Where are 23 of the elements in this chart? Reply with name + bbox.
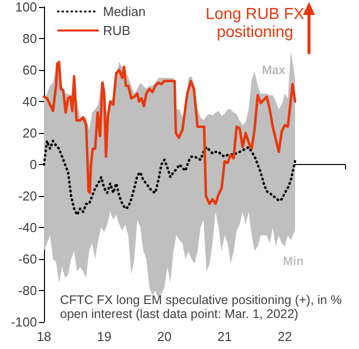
y-tick-label: 0 <box>30 157 37 172</box>
y-tick-label: 80 <box>22 31 37 46</box>
y-tick-label: -40 <box>18 220 37 235</box>
legend-label: Median <box>103 4 146 19</box>
x-tick-label: 18 <box>36 329 52 344</box>
x-tick-label: 19 <box>96 329 112 344</box>
line-series <box>42 60 296 206</box>
y-tick-label: -100 <box>10 314 37 330</box>
x-tick-label: 21 <box>217 329 232 344</box>
y-tick-label: 20 <box>22 126 37 140</box>
x-tick-label: 20 <box>157 329 172 344</box>
y-tick-label: -80 <box>18 283 37 298</box>
x-tick-label: 22 <box>278 329 292 344</box>
annotation: Max <box>262 63 286 78</box>
y-tick-label: 40 <box>22 94 37 109</box>
annotation: CFTC FX long EM speculative positioning (+), in % open interest (last data point: Mar. 1, 2022) <box>60 293 343 322</box>
y-tick-label: -60 <box>18 252 37 266</box>
annotation: Min <box>283 254 304 269</box>
legend-label: RUB <box>103 23 130 38</box>
y-tick-label: -20 <box>18 188 37 204</box>
annotation: Long RUB FX positioning <box>205 6 305 43</box>
y-tick-label: 60 <box>22 62 37 78</box>
y-tick-label: 100 <box>15 0 37 14</box>
